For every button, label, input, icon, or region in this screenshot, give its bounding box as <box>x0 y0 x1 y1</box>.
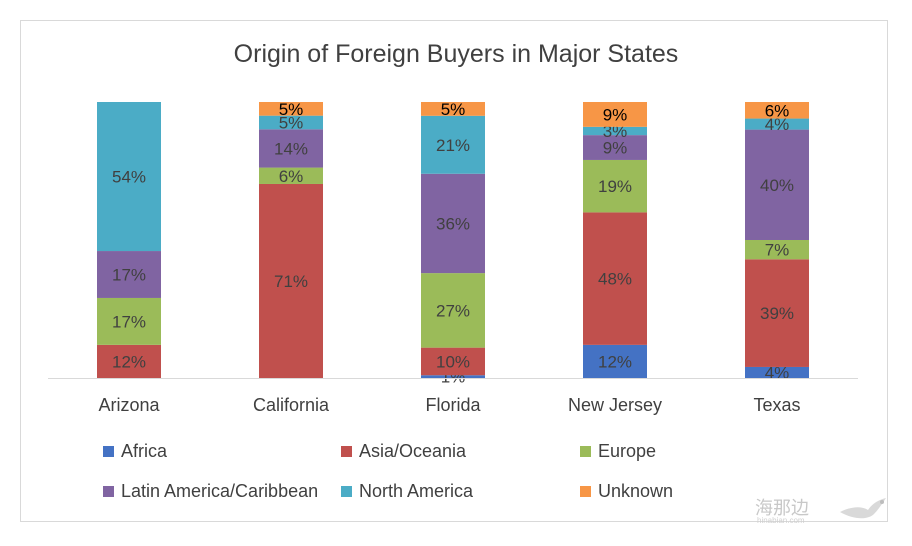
legend-swatch <box>341 486 352 497</box>
watermark-url: hinabian.com <box>757 516 805 525</box>
data-label-new-jersey-latin-america-caribbean: 9% <box>603 139 628 158</box>
data-label-florida-europe: 27% <box>436 301 470 320</box>
bar-segment-texas-north-america <box>745 118 809 130</box>
legend-item-unknown: Unknown <box>580 481 673 502</box>
bar-segment-arizona-asia-oceania <box>97 344 161 378</box>
legend-item-latin-america-caribbean: Latin America/Caribbean <box>103 481 318 502</box>
legend-label: Africa <box>121 441 168 461</box>
bird-icon <box>840 498 886 519</box>
data-label-texas-europe: 7% <box>765 241 790 260</box>
data-label-new-jersey-europe: 19% <box>598 177 632 196</box>
legend-swatch <box>103 446 114 457</box>
data-label-new-jersey-unknown: 9% <box>603 105 628 124</box>
x-tick-label-florida: Florida <box>425 395 481 415</box>
bar-segment-arizona-europe <box>97 297 161 345</box>
legend-item-asia-oceania: Asia/Oceania <box>341 441 466 462</box>
legend-swatch <box>103 486 114 497</box>
x-tick-label-texas: Texas <box>753 395 800 415</box>
data-label-arizona-latin-america-caribbean: 17% <box>112 266 146 285</box>
bar-segment-florida-unknown <box>421 102 485 116</box>
bar-segment-florida-north-america <box>421 115 485 174</box>
bar-segment-new-jersey-unknown <box>583 102 647 127</box>
bar-segment-new-jersey-latin-america-caribbean <box>583 135 647 160</box>
bar-segment-arizona-latin-america-caribbean <box>97 251 161 298</box>
bar-segment-florida-africa <box>421 375 485 378</box>
bar-segment-texas-africa <box>745 366 809 378</box>
bar-segment-florida-latin-america-caribbean <box>421 173 485 274</box>
bar-segment-california-unknown <box>259 102 323 116</box>
data-label-texas-latin-america-caribbean: 40% <box>760 176 794 195</box>
bar-segment-new-jersey-africa <box>583 344 647 378</box>
bar-segment-california-north-america <box>259 115 323 130</box>
bar-segment-arizona-north-america <box>97 102 161 252</box>
x-tick-label-new-jersey: New Jersey <box>568 395 662 415</box>
legend-item-africa: Africa <box>103 441 167 462</box>
legend-label: North America <box>359 481 474 501</box>
bar-segment-texas-latin-america-caribbean <box>745 129 809 240</box>
legend-swatch <box>580 446 591 457</box>
data-label-texas-north-america: 4% <box>765 115 790 134</box>
data-label-california-latin-america-caribbean: 14% <box>274 139 308 158</box>
legend-item-europe: Europe <box>580 441 656 462</box>
data-label-texas-asia-oceania: 39% <box>760 304 794 323</box>
bar-segment-florida-europe <box>421 273 485 348</box>
legend-label: Unknown <box>598 481 674 501</box>
legend-swatch <box>341 446 352 457</box>
data-label-florida-asia-oceania: 10% <box>436 352 470 371</box>
bar-segment-california-latin-america-caribbean <box>259 129 323 168</box>
data-label-new-jersey-asia-oceania: 48% <box>598 270 632 289</box>
data-label-california-unknown: 5% <box>279 100 304 119</box>
legend-label: Latin America/Caribbean <box>121 481 319 501</box>
bar-segment-texas-unknown <box>745 102 809 119</box>
data-label-florida-north-america: 21% <box>436 136 470 155</box>
data-label-texas-unknown: 6% <box>765 101 790 120</box>
bar-segment-new-jersey-europe <box>583 159 647 213</box>
data-label-florida-latin-america-caribbean: 36% <box>436 214 470 233</box>
watermark-logo-text: 海那边 <box>755 498 809 519</box>
legend-label: Asia/Oceania <box>359 441 467 461</box>
data-label-arizona-europe: 17% <box>112 312 146 331</box>
legend-item-north-america: North America <box>341 481 473 502</box>
bar-segment-texas-europe <box>745 240 809 260</box>
data-label-new-jersey-africa: 12% <box>598 352 632 371</box>
data-label-florida-unknown: 5% <box>441 100 466 119</box>
data-label-texas-africa: 4% <box>765 363 790 382</box>
data-label-california-europe: 6% <box>279 167 304 186</box>
bar-segment-california-europe <box>259 167 323 184</box>
data-label-arizona-north-america: 54% <box>112 168 146 187</box>
chart-title: Origin of Foreign Buyers in Major States <box>233 40 679 68</box>
legend-label: Europe <box>598 441 657 461</box>
x-tick-label-arizona: Arizona <box>98 395 160 415</box>
data-label-california-north-america: 5% <box>279 113 304 132</box>
bar-segment-new-jersey-asia-oceania <box>583 212 647 345</box>
data-label-arizona-asia-oceania: 12% <box>112 352 146 371</box>
x-tick-label-california: California <box>253 395 330 415</box>
bar-segment-new-jersey-north-america <box>583 126 647 136</box>
bar-segment-texas-asia-oceania <box>745 259 809 367</box>
bar-segment-florida-asia-oceania <box>421 347 485 376</box>
bar-segment-california-asia-oceania <box>259 183 323 378</box>
data-label-california-asia-oceania: 71% <box>274 272 308 291</box>
legend-swatch <box>580 486 591 497</box>
